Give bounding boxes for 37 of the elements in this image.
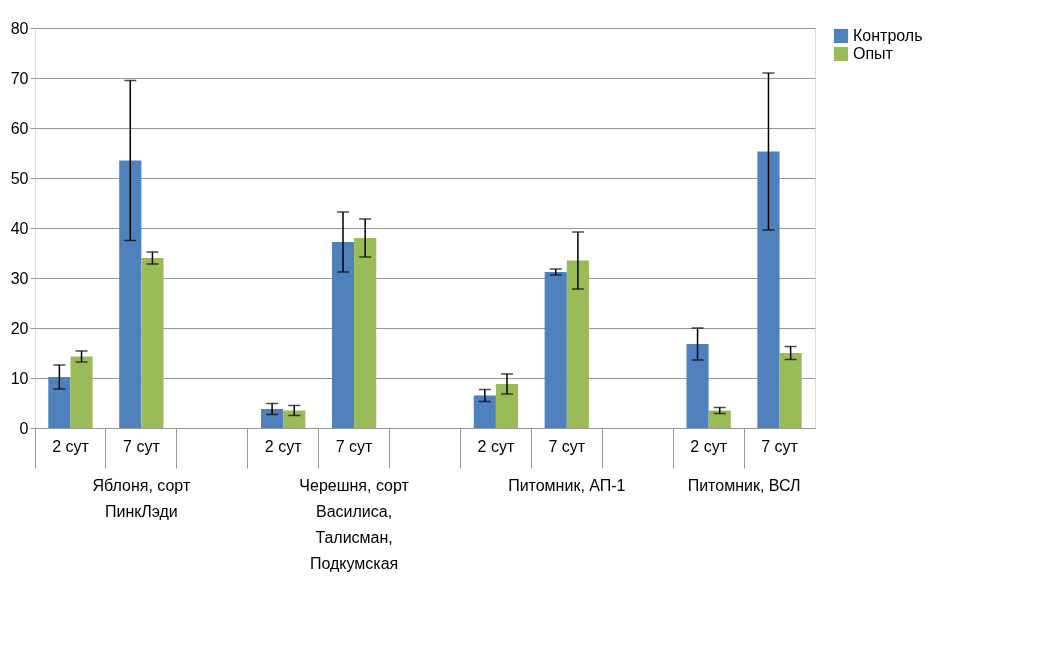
x-tick-label: 2 сут <box>477 437 515 455</box>
y-tick-label: 40 <box>10 219 29 237</box>
y-tick-label: 70 <box>10 69 29 87</box>
bar <box>566 260 589 428</box>
y-tick-label: 10 <box>10 369 29 387</box>
x-tick-label: 7 сут <box>335 437 374 455</box>
bar <box>283 410 306 428</box>
text: Яблоня, сорт ПинкЛэди <box>92 477 191 520</box>
y-tick-label: 20 <box>10 319 29 337</box>
bar <box>331 242 355 428</box>
bar <box>261 409 284 428</box>
legend-label: Контроль <box>853 27 923 44</box>
x-tick-label: 2 сут <box>52 437 90 455</box>
bar <box>48 377 71 428</box>
bar <box>473 395 496 428</box>
text: Питомник, ВСЛ <box>687 477 801 494</box>
y-tick-label: 60 <box>10 119 29 137</box>
y-tick-label: 30 <box>10 269 29 287</box>
x-tick-label: 7 сут <box>548 437 586 455</box>
y-tick-label: 0 <box>19 419 29 437</box>
bar <box>119 160 142 428</box>
bar <box>495 384 519 428</box>
bar <box>141 258 164 428</box>
bar <box>757 151 780 428</box>
y-tick-label: 80 <box>10 19 29 37</box>
bar <box>686 344 709 428</box>
bar <box>354 238 377 428</box>
bar <box>779 353 802 428</box>
x-tick-label: 2 сут <box>690 437 728 455</box>
x-tick-label: 2 сут <box>264 437 303 455</box>
bar <box>70 356 93 428</box>
y-tick-label: 50 <box>10 169 29 187</box>
x-tick-label: 7 сут <box>123 437 161 455</box>
legend-label: Опыт <box>853 45 894 62</box>
text: Питомник, АП-1 <box>508 477 626 494</box>
x-tick-label: 7 сут <box>761 437 799 455</box>
text: Черешня, сорт Василиса, Талисман, Подкумская <box>299 477 410 572</box>
